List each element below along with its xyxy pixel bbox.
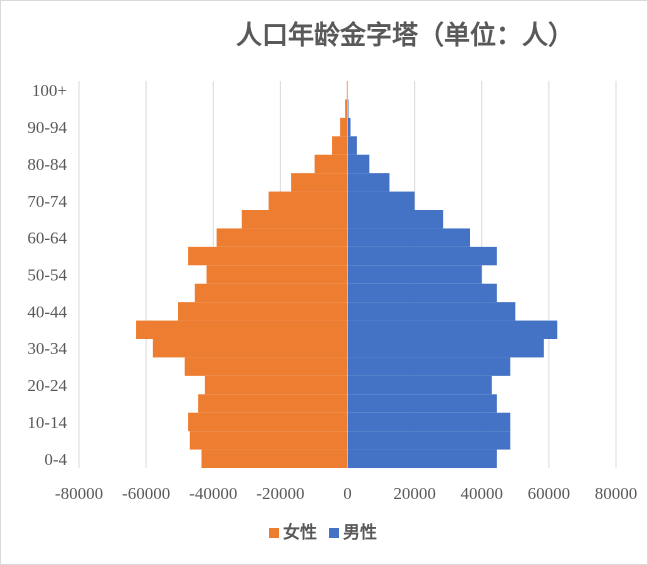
bar-female-0-4 [201, 449, 348, 468]
y-tick-label: 60-64 [27, 229, 67, 248]
bar-female-45-49 [194, 283, 348, 303]
bar-female-5-9 [189, 431, 348, 450]
y-tick-label: 90-94 [27, 118, 67, 137]
bar-male-35-39 [347, 320, 558, 339]
bar-male-60-64 [347, 228, 471, 247]
bar-female-65-69 [241, 210, 348, 229]
legend-label: 男性 [343, 522, 377, 543]
bar-male-0-4 [347, 449, 497, 468]
bar-female-15-19 [198, 394, 348, 413]
x-tick-label: -60000 [122, 484, 170, 503]
bar-male-90-94 [347, 117, 351, 137]
bar-male-75-79 [347, 173, 390, 192]
x-tick-label: -40000 [189, 484, 237, 503]
bar-male-80-84 [347, 154, 370, 174]
bar-male-95-99 [347, 99, 349, 118]
x-tick-label: 60000 [528, 484, 571, 503]
y-tick-label: 100+ [32, 81, 67, 100]
x-tick-label: 80000 [595, 484, 638, 503]
legend-label: 女性 [283, 522, 317, 543]
bar-male-15-19 [347, 394, 497, 413]
x-tick-label: 20000 [393, 484, 436, 503]
y-tick-label: 20-24 [27, 376, 67, 395]
bar-male-40-44 [347, 302, 516, 321]
bar-male-5-9 [347, 431, 511, 450]
bar-male-25-29 [347, 357, 511, 376]
legend: 女性 男性 [269, 522, 377, 543]
chart-title: 人口年龄金字塔（单位：人） [236, 20, 574, 51]
bar-male-50-54 [347, 265, 482, 284]
x-tick-labels: -80000 -60000 -40000 -20000 0 20000 40000 60000… [55, 484, 637, 503]
y-tick-label: 0-4 [44, 450, 67, 469]
bar-female-55-59 [188, 246, 348, 266]
bar-female-85-89 [332, 136, 348, 155]
y-tick-label: 30-34 [27, 339, 67, 358]
bars [136, 81, 558, 468]
bar-female-20-24 [204, 375, 348, 395]
bar-male-55-59 [347, 246, 497, 266]
bar-female-75-79 [291, 173, 348, 192]
legend-item-male: 男性 [329, 522, 377, 543]
bar-male-65-69 [347, 210, 444, 229]
bar-male-10-14 [347, 412, 511, 432]
x-tick-label: 40000 [461, 484, 504, 503]
bar-male-45-49 [347, 283, 497, 303]
bar-male-20-24 [347, 375, 492, 395]
y-tick-label: 70-74 [27, 192, 67, 211]
y-tick-label: 80-84 [27, 155, 67, 174]
x-tick-label: 0 [343, 484, 352, 503]
y-tick-label: 10-14 [27, 413, 67, 432]
legend-swatch [329, 528, 339, 538]
bar-female-95-99 [345, 99, 348, 118]
bar-female-10-14 [188, 412, 348, 432]
bar-female-90-94 [340, 117, 348, 137]
legend-item-female: 女性 [269, 522, 317, 543]
bar-male-85-89 [347, 136, 357, 155]
bar-female-25-29 [184, 357, 348, 376]
x-tick-label: -80000 [55, 484, 103, 503]
y-tick-labels: 0-4 10-14 20-24 30-34 40-44 50-54 60-64 70-74 80… [27, 81, 67, 469]
y-tick-label: 40-44 [27, 302, 67, 321]
y-tick-label: 50-54 [27, 266, 67, 285]
bar-male-70-74 [347, 191, 415, 210]
bar-female-30-34 [152, 339, 348, 358]
bar-female-35-39 [136, 320, 348, 339]
bar-female-50-54 [206, 265, 348, 284]
bar-female-60-64 [216, 228, 348, 247]
bar-male-30-34 [347, 339, 544, 358]
legend-swatch [269, 528, 279, 538]
bar-female-80-84 [314, 154, 348, 174]
bar-female-70-74 [268, 191, 348, 210]
x-tick-label: -20000 [256, 484, 304, 503]
bar-female-40-44 [178, 302, 348, 321]
